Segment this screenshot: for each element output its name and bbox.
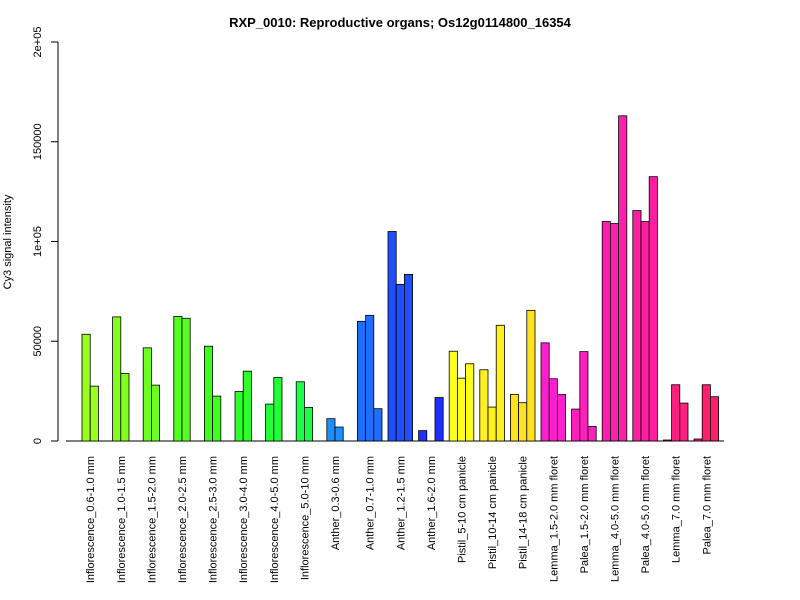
bar xyxy=(295,381,305,442)
category-label: Inflorescence_2.5-3.0 mm xyxy=(208,456,220,583)
bar xyxy=(540,342,550,442)
bar xyxy=(303,407,313,442)
category-label: Lemma_7.0 mm floret xyxy=(671,456,683,563)
bar xyxy=(663,439,673,442)
category-label: Lemma_4.0-5.0 mm floret xyxy=(610,456,622,582)
category-label: Pistil_5-10 cm panicle xyxy=(457,456,469,563)
category-label: Inflorescence_2.0-2.5 mm xyxy=(177,456,189,583)
bar xyxy=(448,350,458,442)
bar xyxy=(701,384,711,442)
bar xyxy=(518,402,528,442)
category-label: Inflorescence_3.0-4.0 mm xyxy=(238,456,250,583)
category-label: Inflorescence_4.0-5.0 mm xyxy=(269,456,281,583)
bar xyxy=(395,283,405,442)
bar xyxy=(89,385,99,442)
category-label: Lemma_1.5-2.0 mm floret xyxy=(548,456,560,582)
bar xyxy=(150,384,160,442)
category-labels: Inflorescence_0.6-1.0 mm Inflorescence_1.… xyxy=(85,456,713,583)
bar xyxy=(434,397,444,442)
bar xyxy=(548,378,558,442)
bar xyxy=(326,418,336,442)
bar xyxy=(212,395,222,442)
chart-title: RXP_0010: Reproductive organs; Os12g0114… xyxy=(229,15,572,30)
category-label: Anther_0.7-1.0 mm xyxy=(365,456,377,550)
y-axis: 0 50000 1e+05 150000 2e+05 xyxy=(32,27,59,444)
bar xyxy=(479,369,489,442)
y-tick-label: 150000 xyxy=(32,123,44,160)
bar xyxy=(334,426,344,442)
bar xyxy=(671,384,681,442)
bar xyxy=(456,377,466,442)
bar xyxy=(487,406,497,442)
bar xyxy=(509,394,519,442)
bar xyxy=(610,223,620,442)
bar xyxy=(265,403,275,442)
category-label: Anther_1.2-1.5 mm xyxy=(395,456,407,550)
bar xyxy=(181,317,191,442)
category-label: Palea_7.0 mm floret xyxy=(701,456,713,554)
bar xyxy=(273,377,283,442)
bar xyxy=(526,309,536,442)
bar xyxy=(693,438,703,442)
category-label: Anther_1.6-2.0 mm xyxy=(426,456,438,550)
category-label: Pistil_10-14 cm panicle xyxy=(487,456,499,569)
bar xyxy=(120,373,130,442)
bar xyxy=(618,115,628,442)
category-label: Inflorescence_1.5-2.0 mm xyxy=(146,456,158,583)
bar xyxy=(679,402,689,442)
bar xyxy=(648,176,658,442)
bar xyxy=(571,408,581,442)
y-axis-label: Cy3 signal intensity xyxy=(2,194,14,289)
bar xyxy=(710,396,720,442)
bar xyxy=(465,363,475,442)
category-label: Palea_1.5-2.0 mm floret xyxy=(579,456,591,573)
y-tick-label: 2e+05 xyxy=(32,27,44,58)
bar xyxy=(234,391,244,442)
bar xyxy=(587,426,597,442)
category-label: Inflorescence_1.0-1.5 mm xyxy=(116,456,128,583)
bar xyxy=(365,314,375,442)
bar xyxy=(203,345,213,442)
category-label: Pistil_14-18 cm panicle xyxy=(518,456,530,569)
bar xyxy=(242,370,252,442)
bar xyxy=(356,320,366,442)
category-label: Inflorescence_5.0-10 mm xyxy=(299,456,311,580)
bar xyxy=(418,430,428,442)
bar xyxy=(173,316,183,442)
bar xyxy=(640,221,650,442)
y-tick-label: 50000 xyxy=(32,326,44,357)
category-label: Palea_4.0-5.0 mm floret xyxy=(640,456,652,573)
bar xyxy=(403,274,413,442)
category-label: Anther_0.3-0.6 mm xyxy=(330,456,342,550)
bar xyxy=(557,394,567,442)
bar xyxy=(495,324,505,442)
bar xyxy=(112,316,122,442)
bar xyxy=(601,221,611,442)
bar xyxy=(387,231,397,442)
category-label: Inflorescence_0.6-1.0 mm xyxy=(85,456,97,583)
bar xyxy=(632,210,642,442)
y-tick-label: 0 xyxy=(32,438,44,444)
bar xyxy=(579,351,589,442)
bar xyxy=(373,408,383,442)
bar xyxy=(81,333,91,442)
bars xyxy=(81,115,720,442)
bar xyxy=(142,347,152,442)
y-tick-label: 1e+05 xyxy=(32,226,44,257)
